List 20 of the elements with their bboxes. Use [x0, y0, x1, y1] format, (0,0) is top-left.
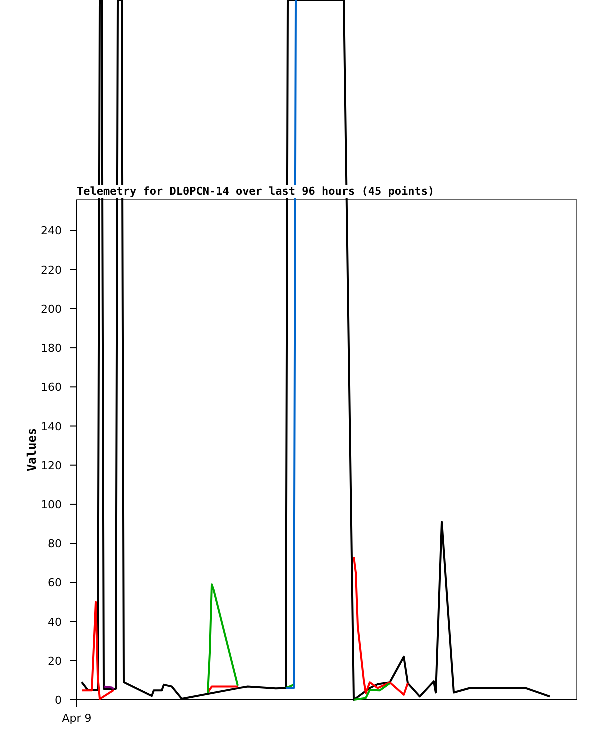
line-series — [353, 682, 391, 701]
y-tick-label: 40 — [48, 616, 62, 629]
y-tick-label: 220 — [41, 264, 62, 277]
y-tick-label: 200 — [41, 302, 62, 316]
y-tick-label: 140 — [41, 420, 62, 434]
text: Apr 9 — [62, 712, 92, 725]
y-tick-label: 240 — [41, 224, 62, 238]
y-tick-label: 60 — [48, 576, 62, 590]
y-tick-label: 180 — [41, 342, 62, 356]
y-tick-label: 0 — [55, 694, 62, 707]
y-tick-label: 160 — [41, 381, 62, 394]
y-tick-label: 120 — [41, 459, 62, 472]
y-tick-label: 100 — [41, 498, 62, 512]
line-series — [81, 601, 115, 700]
y-axis-title: Values — [25, 428, 39, 472]
y-tick-label: 20 — [48, 654, 62, 668]
line-series — [207, 584, 239, 694]
line-series — [353, 556, 409, 696]
y-tick-label: 80 — [48, 538, 62, 551]
text: Telemetry for DL0PCN-14 over last 96 hours (45 points) — [77, 185, 435, 198]
